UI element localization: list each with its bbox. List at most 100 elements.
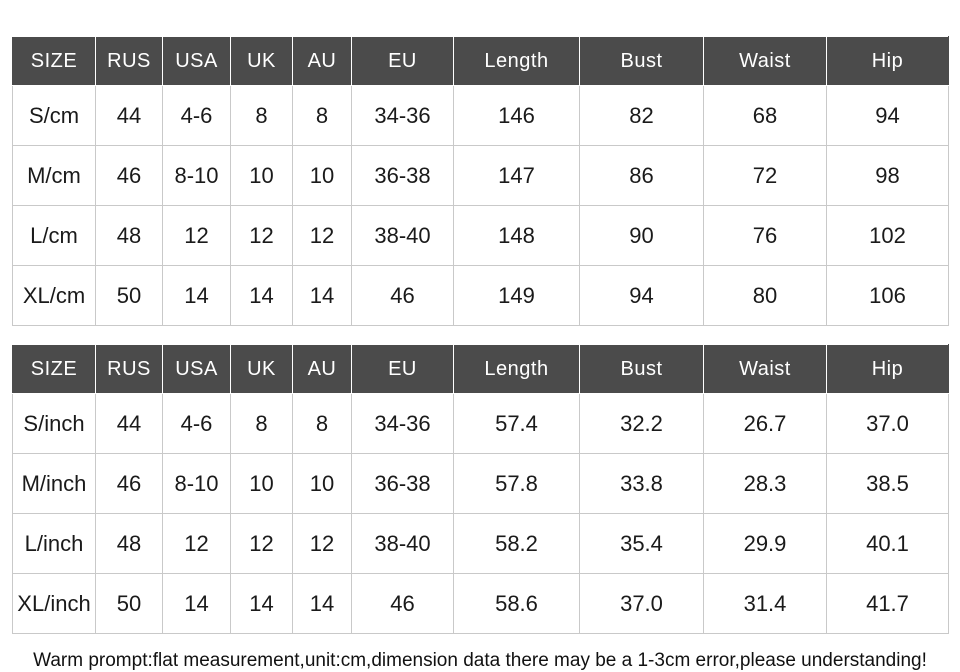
header-row: SIZE RUS USA UK AU EU Length Bust Waist Hip xyxy=(12,344,949,394)
value-cell: 44 xyxy=(95,85,163,146)
value-cell: 34-36 xyxy=(351,85,454,146)
value-cell: 14 xyxy=(292,265,352,326)
value-cell: 58.2 xyxy=(453,513,580,574)
size-label-cell: XL/cm xyxy=(12,265,96,326)
header-cell-waist: Waist xyxy=(703,36,827,86)
value-cell: 14 xyxy=(230,265,293,326)
header-cell-rus: RUS xyxy=(95,36,163,86)
header-cell-hip: Hip xyxy=(826,36,949,86)
size-label-cell: S/inch xyxy=(12,393,96,454)
value-cell: 10 xyxy=(230,145,293,206)
value-cell: 12 xyxy=(292,205,352,266)
size-table-inch: SIZE RUS USA UK AU EU Length Bust Waist Hip S/inch… xyxy=(12,344,949,634)
value-cell: 94 xyxy=(579,265,704,326)
value-cell: 14 xyxy=(162,265,231,326)
value-cell: 57.8 xyxy=(453,453,580,514)
header-cell-eu: EU xyxy=(351,344,454,394)
size-table-cm: SIZE RUS USA UK AU EU Length Bust Waist Hip S/cm 44… xyxy=(12,36,949,326)
value-cell: 12 xyxy=(162,205,231,266)
value-cell: 146 xyxy=(453,85,580,146)
value-cell: 147 xyxy=(453,145,580,206)
value-cell: 8 xyxy=(230,393,293,454)
value-cell: 10 xyxy=(230,453,293,514)
value-cell: 38-40 xyxy=(351,205,454,266)
value-cell: 8 xyxy=(230,85,293,146)
value-cell: 28.3 xyxy=(703,453,827,514)
size-chart-page: SIZE RUS USA UK AU EU Length Bust Waist Hip S/cm 44… xyxy=(12,0,949,672)
size-label-cell: XL/inch xyxy=(12,573,96,634)
header-cell-length: Length xyxy=(453,36,580,86)
value-cell: 14 xyxy=(162,573,231,634)
header-row: SIZE RUS USA UK AU EU Length Bust Waist Hip xyxy=(12,36,949,86)
size-label-cell: L/inch xyxy=(12,513,96,574)
header-cell-hip: Hip xyxy=(826,344,949,394)
size-label-cell: S/cm xyxy=(12,85,96,146)
header-cell-au: AU xyxy=(292,36,352,86)
value-cell: 38-40 xyxy=(351,513,454,574)
value-cell: 29.9 xyxy=(703,513,827,574)
value-cell: 12 xyxy=(292,513,352,574)
value-cell: 148 xyxy=(453,205,580,266)
value-cell: 46 xyxy=(95,453,163,514)
value-cell: 48 xyxy=(95,513,163,574)
value-cell: 32.2 xyxy=(579,393,704,454)
value-cell: 12 xyxy=(162,513,231,574)
header-cell-waist: Waist xyxy=(703,344,827,394)
value-cell: 14 xyxy=(292,573,352,634)
value-cell: 149 xyxy=(453,265,580,326)
table-row: XL/cm 50 14 14 14 46 149 94 80 106 xyxy=(12,265,949,326)
header-cell-bust: Bust xyxy=(579,36,704,86)
value-cell: 86 xyxy=(579,145,704,206)
value-cell: 90 xyxy=(579,205,704,266)
header-cell-au: AU xyxy=(292,344,352,394)
value-cell: 8 xyxy=(292,393,352,454)
header-cell-size: SIZE xyxy=(12,344,96,394)
value-cell: 14 xyxy=(230,573,293,634)
header-cell-uk: UK xyxy=(230,36,293,86)
value-cell: 33.8 xyxy=(579,453,704,514)
header-cell-usa: USA xyxy=(162,36,231,86)
value-cell: 50 xyxy=(95,265,163,326)
value-cell: 4-6 xyxy=(162,85,231,146)
header-cell-bust: Bust xyxy=(579,344,704,394)
value-cell: 34-36 xyxy=(351,393,454,454)
value-cell: 46 xyxy=(351,573,454,634)
table-row: S/inch 44 4-6 8 8 34-36 57.4 32.2 26.7 37.0 xyxy=(12,393,949,454)
table-row: M/cm 46 8-10 10 10 36-38 147 86 72 98 xyxy=(12,145,949,206)
header-cell-eu: EU xyxy=(351,36,454,86)
value-cell: 94 xyxy=(826,85,949,146)
value-cell: 68 xyxy=(703,85,827,146)
warm-prompt-note: Warm prompt:flat measurement,unit:cm,dim… xyxy=(33,650,927,671)
value-cell: 12 xyxy=(230,513,293,574)
value-cell: 12 xyxy=(230,205,293,266)
value-cell: 57.4 xyxy=(453,393,580,454)
value-cell: 8-10 xyxy=(162,145,231,206)
value-cell: 31.4 xyxy=(703,573,827,634)
value-cell: 58.6 xyxy=(453,573,580,634)
value-cell: 37.0 xyxy=(826,393,949,454)
size-label-cell: M/cm xyxy=(12,145,96,206)
header-cell-uk: UK xyxy=(230,344,293,394)
value-cell: 98 xyxy=(826,145,949,206)
value-cell: 38.5 xyxy=(826,453,949,514)
table-row: S/cm 44 4-6 8 8 34-36 146 82 68 94 xyxy=(12,85,949,146)
value-cell: 106 xyxy=(826,265,949,326)
header-cell-size: SIZE xyxy=(12,36,96,86)
value-cell: 48 xyxy=(95,205,163,266)
value-cell: 102 xyxy=(826,205,949,266)
header-cell-rus: RUS xyxy=(95,344,163,394)
value-cell: 36-38 xyxy=(351,453,454,514)
header-cell-usa: USA xyxy=(162,344,231,394)
value-cell: 80 xyxy=(703,265,827,326)
value-cell: 46 xyxy=(95,145,163,206)
value-cell: 4-6 xyxy=(162,393,231,454)
value-cell: 26.7 xyxy=(703,393,827,454)
value-cell: 37.0 xyxy=(579,573,704,634)
value-cell: 76 xyxy=(703,205,827,266)
value-cell: 41.7 xyxy=(826,573,949,634)
size-label-cell: L/cm xyxy=(12,205,96,266)
value-cell: 72 xyxy=(703,145,827,206)
table-row: L/inch 48 12 12 12 38-40 58.2 35.4 29.9 40.1 xyxy=(12,513,949,574)
table-row: L/cm 48 12 12 12 38-40 148 90 76 102 xyxy=(12,205,949,266)
value-cell: 46 xyxy=(351,265,454,326)
